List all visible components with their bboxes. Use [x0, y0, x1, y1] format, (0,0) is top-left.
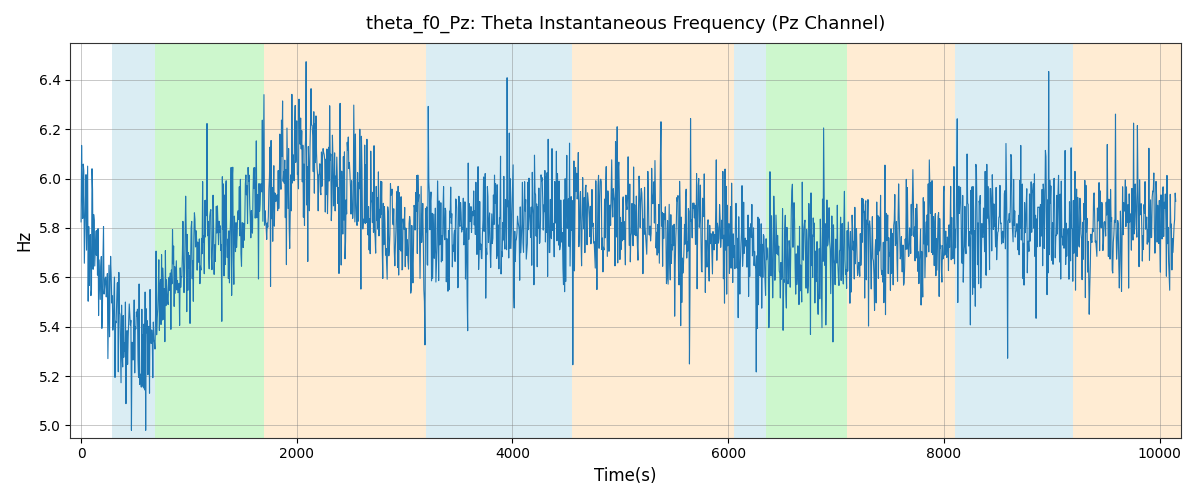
Y-axis label: Hz: Hz — [16, 230, 34, 251]
Bar — [426, 43, 571, 438]
Bar — [847, 43, 955, 438]
Bar — [955, 43, 1073, 438]
Bar — [264, 43, 426, 438]
Bar — [766, 43, 847, 438]
Bar — [571, 43, 733, 438]
X-axis label: Time(s): Time(s) — [594, 467, 656, 485]
Bar — [1073, 43, 1181, 438]
Title: theta_f0_Pz: Theta Instantaneous Frequency (Pz Channel): theta_f0_Pz: Theta Instantaneous Frequen… — [366, 15, 886, 34]
Bar — [156, 43, 264, 438]
Bar — [733, 43, 766, 438]
Bar — [113, 43, 156, 438]
